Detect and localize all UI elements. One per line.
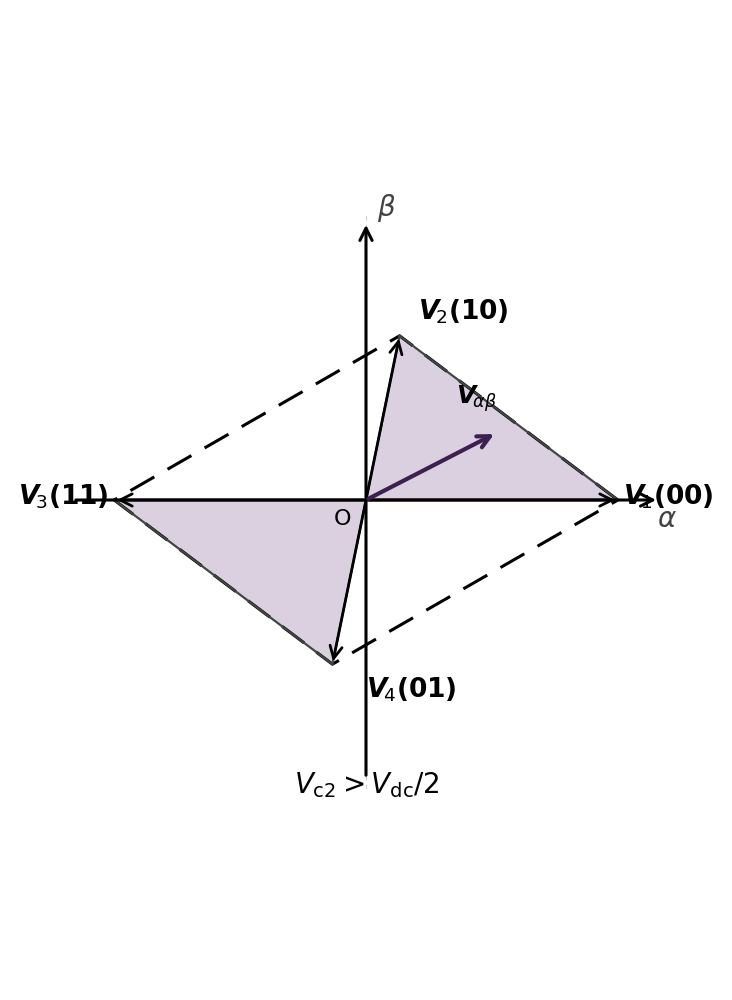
- Text: O: O: [334, 509, 351, 529]
- Text: $V_{\mathrm{c2}}>V_{\mathrm{dc}}/2$: $V_{\mathrm{c2}}>V_{\mathrm{dc}}/2$: [294, 771, 438, 800]
- Text: $\beta$: $\beta$: [377, 192, 396, 224]
- Text: $\alpha$: $\alpha$: [657, 505, 677, 533]
- Text: $\boldsymbol{V}_{\!2}$(10): $\boldsymbol{V}_{\!2}$(10): [418, 298, 509, 326]
- Text: $\boldsymbol{V}_{\!3}$(11): $\boldsymbol{V}_{\!3}$(11): [18, 482, 108, 511]
- Text: $\boldsymbol{V}_{\!\alpha\beta}$: $\boldsymbol{V}_{\!\alpha\beta}$: [455, 383, 496, 414]
- Polygon shape: [366, 336, 618, 500]
- Polygon shape: [114, 500, 366, 664]
- Text: $\boldsymbol{V}_{\!1}$(00): $\boldsymbol{V}_{\!1}$(00): [624, 482, 714, 511]
- Text: $\boldsymbol{V}_{\!4}$(01): $\boldsymbol{V}_{\!4}$(01): [366, 675, 457, 704]
